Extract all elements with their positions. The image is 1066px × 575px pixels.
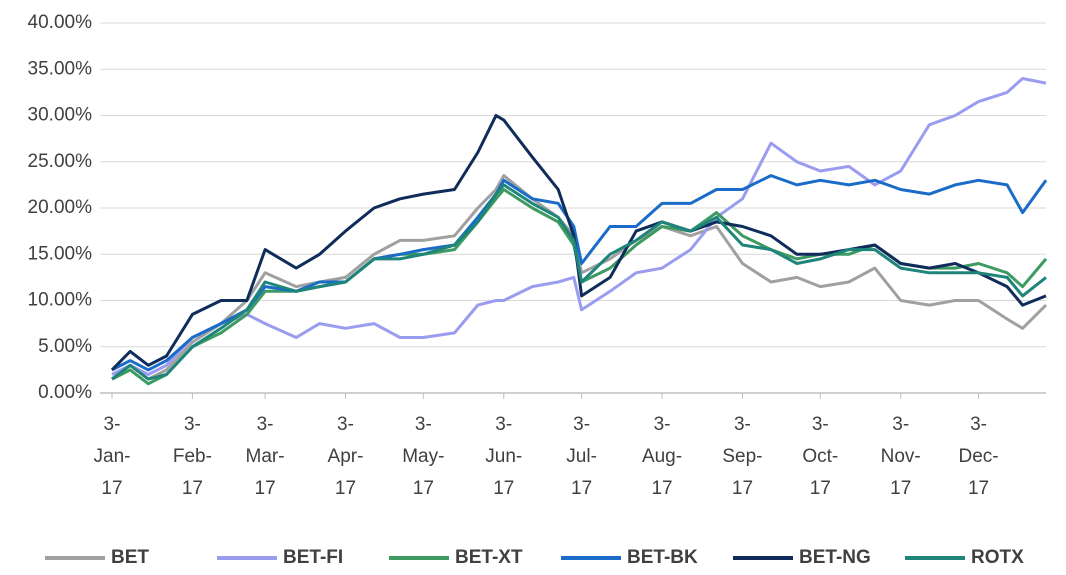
series-line [111,183,1047,381]
legend-label: ROTX [971,547,1024,568]
legend-label: BET-XT [455,547,523,568]
x-tick-label: 3-Oct-17 [802,414,838,499]
series-line [110,114,1047,371]
x-tick-label: 3-Aug-17 [642,414,682,499]
legend-label: BET-BK [627,547,698,568]
x-tick-label: 3-Feb-17 [173,414,212,499]
legend-label: BET [111,547,149,568]
y-tick-label: 40.00% [28,12,93,33]
y-tick-label: 35.00% [28,58,93,79]
y-tick-label: 20.00% [28,197,93,218]
x-tick-label: 3-Apr-17 [328,414,364,499]
y-tick-label: 15.00% [28,243,93,264]
legend-label: BET-FI [283,547,343,568]
y-tick-label: 0.00% [38,382,92,403]
x-tick-label: 3-May-17 [402,414,444,499]
x-tick-label: 3-Nov-17 [881,414,921,499]
x-tick-label: 3-Sep-17 [722,414,762,499]
y-tick-label: 25.00% [28,151,93,172]
x-tick-label: 3-Jan-17 [94,414,131,499]
x-tick-label: 3-Jul-17 [566,414,597,499]
series-line [111,77,1047,376]
x-tick-label: 3-Dec-17 [958,414,998,499]
y-tick-label: 5.00% [38,336,92,357]
x-tick-label: 3-Mar-17 [246,414,285,499]
y-tick-label: 30.00% [28,105,93,126]
y-tick-label: 10.00% [28,290,93,311]
x-tick-label: 3-Jun-17 [485,414,522,499]
legend-label: BET-NG [799,547,871,568]
